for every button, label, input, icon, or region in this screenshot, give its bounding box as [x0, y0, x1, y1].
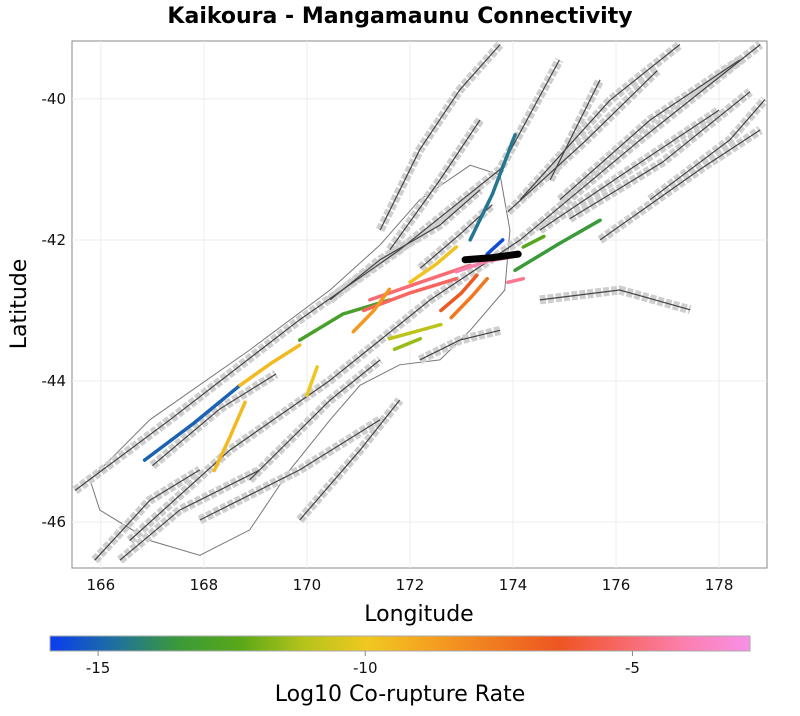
rupture-trace	[387, 322, 443, 341]
fault-trace	[389, 119, 481, 251]
fault-trace	[329, 189, 481, 301]
colorbar-label: Log10 Co-rupture Rate	[275, 682, 526, 707]
x-axis-ticks: 166 168 170 172 174 176 178	[87, 576, 734, 594]
map-layers	[72, 41, 767, 564]
fault-trace	[519, 44, 681, 201]
rupture-trace	[351, 287, 392, 334]
rupture-trace	[521, 234, 546, 249]
fault-trace	[569, 91, 751, 220]
x-axis-label: Longitude	[364, 602, 473, 627]
rupture-trace	[449, 276, 489, 320]
fault-trace	[539, 289, 691, 311]
rupture-trace	[513, 218, 602, 273]
fault-trace	[119, 469, 261, 561]
x-tick-label: 170	[293, 576, 322, 594]
fault-trace	[379, 44, 501, 231]
y-axis-label: Latitude	[7, 259, 32, 350]
y-tick-label: -40	[42, 90, 67, 108]
rupture-trace	[408, 245, 459, 285]
fault-trace	[299, 399, 401, 521]
x-tick-label: 174	[499, 576, 528, 594]
x-tick-label: 168	[190, 576, 219, 594]
y-tick-label: -44	[42, 372, 67, 390]
rupture-trace	[468, 133, 517, 242]
rupture-trace	[238, 343, 302, 388]
y-tick-label: -46	[42, 513, 67, 531]
x-tick-label: 178	[705, 576, 734, 594]
rupture-trace	[212, 400, 247, 473]
y-axis-ticks: -40 -42 -44 -46	[42, 90, 67, 531]
colorbar-ticks: -15 -10 -5	[86, 651, 640, 677]
fault-trace	[549, 79, 601, 181]
colorbar	[49, 635, 751, 652]
fault-trace	[199, 419, 381, 521]
rupture-trace	[142, 383, 242, 462]
rupture-trace	[392, 336, 423, 352]
fault-trace	[559, 59, 741, 201]
x-tick-label: 176	[602, 576, 631, 594]
rupture-trace	[305, 365, 319, 397]
fault-trace	[599, 129, 761, 241]
chart-title: Kaikoura - Mangamaunu Connectivity	[167, 4, 632, 29]
x-tick-label: 166	[87, 576, 116, 594]
y-tick-label: -42	[42, 231, 67, 249]
fault-trace	[152, 373, 277, 467]
coastline	[89, 164, 511, 556]
fault-trace	[94, 469, 201, 561]
rupture-trace	[485, 238, 505, 256]
target-fault-mangamaunu	[461, 250, 522, 264]
fault-trace	[649, 99, 766, 201]
colorbar-tick-label: -5	[625, 659, 640, 677]
fault-trace	[249, 359, 381, 481]
fault-trace	[539, 109, 720, 231]
colorbar-tick-label: -10	[353, 659, 378, 677]
x-tick-label: 172	[396, 576, 425, 594]
fault-trace	[507, 70, 658, 213]
rupture-trace	[439, 273, 479, 313]
fault-trace	[129, 44, 761, 541]
rupture-trace	[506, 276, 526, 285]
fault-trace	[419, 329, 501, 361]
colorbar-tick-label: -15	[86, 659, 111, 677]
